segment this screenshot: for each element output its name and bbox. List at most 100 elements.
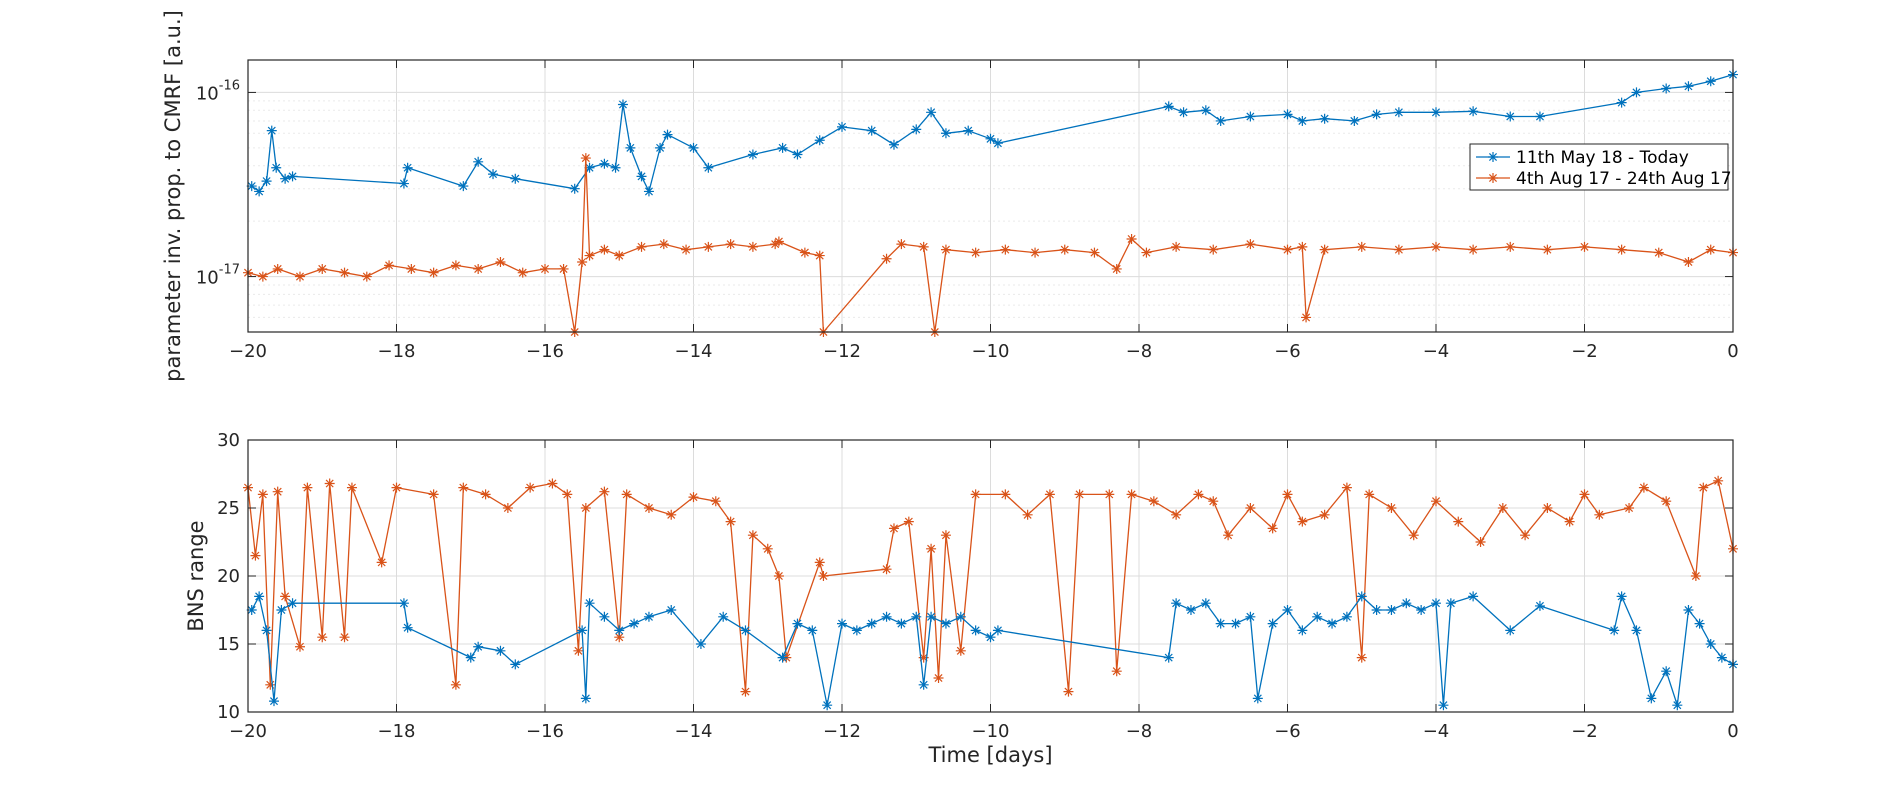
data-point <box>346 482 357 493</box>
data-point <box>1534 111 1545 122</box>
x-tick-label: −6 <box>1274 721 1301 742</box>
data-point <box>562 489 573 500</box>
data-point <box>643 503 654 513</box>
data-point <box>773 571 784 581</box>
data-point <box>1245 611 1256 622</box>
data-point <box>1431 241 1441 252</box>
data-point <box>881 611 892 622</box>
data-point <box>502 503 513 513</box>
data-point <box>1705 244 1716 255</box>
data-point <box>662 129 673 140</box>
data-point <box>257 271 268 282</box>
data-point <box>1104 489 1115 500</box>
data-point <box>1319 509 1330 520</box>
x-tick-label: −4 <box>1423 341 1450 362</box>
data-point <box>257 489 268 500</box>
y-tick-label: 30 <box>217 430 240 451</box>
data-point <box>881 253 892 264</box>
data-point <box>1171 241 1182 252</box>
data-point <box>361 271 372 282</box>
data-point <box>837 121 847 132</box>
data-point <box>1638 482 1649 493</box>
data-point <box>617 99 628 110</box>
data-point <box>695 639 706 649</box>
x-tick-label: −12 <box>823 341 861 362</box>
data-point <box>1661 83 1672 94</box>
data-point <box>703 241 714 252</box>
x-tick-label: −4 <box>1423 721 1450 742</box>
data-point <box>1111 666 1122 677</box>
data-point <box>1000 244 1011 255</box>
data-point <box>747 149 758 160</box>
data-point <box>718 611 729 622</box>
data-point <box>547 478 558 489</box>
data-point <box>703 162 714 173</box>
data-point <box>926 611 937 622</box>
data-point <box>1468 106 1479 117</box>
data-point <box>1445 598 1456 609</box>
data-point <box>918 241 929 252</box>
data-point <box>510 173 521 184</box>
data-point <box>1542 244 1553 255</box>
data-point <box>268 696 279 707</box>
data-point <box>1319 113 1330 124</box>
data-point <box>1297 516 1308 527</box>
data-point <box>384 260 395 271</box>
data-point <box>254 186 265 197</box>
data-point <box>1661 666 1672 677</box>
data-point <box>398 598 409 609</box>
data-point <box>580 503 591 513</box>
data-point <box>1690 571 1701 581</box>
data-point <box>287 598 298 609</box>
data-point <box>495 645 506 656</box>
data-point <box>1215 115 1226 126</box>
legend-entry-label: 11th May 18 - Today <box>1516 148 1689 168</box>
data-point <box>1163 652 1174 663</box>
data-point <box>599 611 610 622</box>
data-point <box>1215 618 1226 629</box>
data-point <box>614 632 625 643</box>
data-point <box>569 183 580 194</box>
data-point <box>1267 618 1278 629</box>
data-point <box>1520 530 1531 541</box>
data-point <box>1063 686 1074 697</box>
data-point <box>488 169 499 180</box>
x-tick-label: −16 <box>526 341 564 362</box>
legend-marker <box>1488 173 1498 183</box>
data-point <box>911 611 922 622</box>
data-point <box>866 618 877 629</box>
data-point <box>792 618 803 629</box>
data-point <box>450 260 461 271</box>
data-point <box>1356 241 1367 252</box>
data-point <box>955 645 966 656</box>
data-point <box>1416 605 1427 615</box>
data-point <box>992 625 1003 636</box>
data-point <box>866 125 877 136</box>
data-point <box>1393 107 1404 118</box>
data-point <box>1371 605 1382 615</box>
legend-entry-label: 4th Aug 17 - 24th Aug 17 <box>1516 169 1732 189</box>
data-point <box>1408 530 1419 541</box>
data-point <box>1364 489 1375 500</box>
data-point <box>473 263 484 274</box>
x-tick-label: −2 <box>1571 721 1598 742</box>
data-point <box>510 659 521 670</box>
x-tick-label: −8 <box>1126 721 1153 742</box>
data-point <box>317 263 328 274</box>
top-chart-ccmrf: −20 −18 −16 −14 −12 −10 −8 −6 −4 −2 010-1710-16par… <box>161 10 1739 382</box>
data-point <box>792 149 803 160</box>
data-point <box>402 162 413 173</box>
data-point <box>1505 241 1516 252</box>
data-point <box>294 271 305 282</box>
data-point <box>324 478 335 489</box>
data-point <box>1386 605 1397 615</box>
data-point <box>1431 107 1441 118</box>
data-point <box>837 618 847 629</box>
data-point <box>1468 244 1479 255</box>
data-point <box>643 611 654 622</box>
data-point <box>406 263 417 274</box>
data-point <box>970 625 981 636</box>
data-point <box>473 156 484 167</box>
